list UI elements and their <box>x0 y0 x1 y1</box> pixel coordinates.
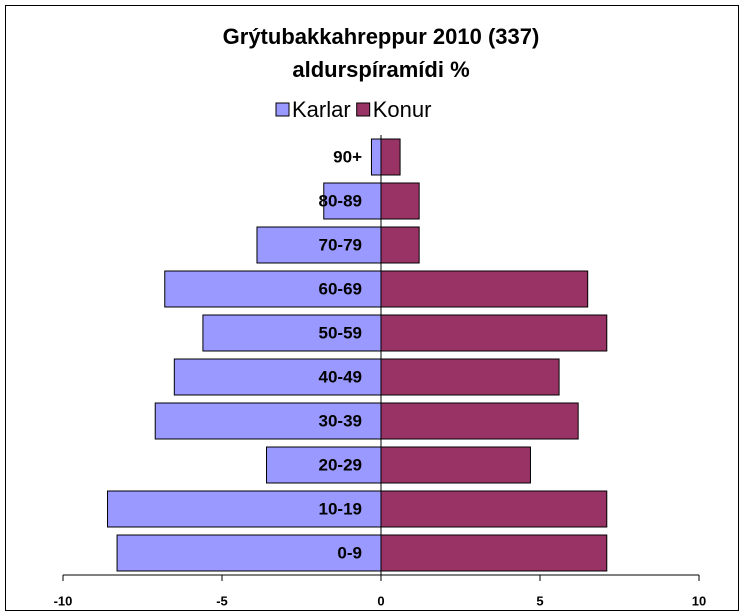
x-tick-label: -5 <box>216 593 228 608</box>
category-label: 0-9 <box>337 543 362 562</box>
bar <box>380 226 420 264</box>
bar <box>202 314 382 352</box>
bar <box>116 534 382 572</box>
bar <box>380 534 608 572</box>
x-tick-label: -10 <box>54 593 73 608</box>
category-label: 70-79 <box>319 235 362 254</box>
category-label: 40-49 <box>319 367 362 386</box>
x-tick-label: 5 <box>536 593 543 608</box>
category-label: 20-29 <box>319 455 362 474</box>
bar <box>380 182 420 220</box>
chart-title: Grýtubakkahreppur 2010 (337) <box>223 24 540 49</box>
legend-label: Karlar <box>292 97 351 122</box>
x-tick-label: 0 <box>377 593 384 608</box>
category-label: 30-39 <box>319 411 362 430</box>
bar <box>380 314 608 352</box>
legend-swatch <box>275 102 290 117</box>
legend-swatch <box>356 102 371 117</box>
bar <box>323 182 382 220</box>
bar <box>164 270 382 308</box>
bar <box>107 490 382 528</box>
bar <box>154 402 382 440</box>
category-label: 80-89 <box>319 191 362 210</box>
legend-label: Konur <box>373 97 432 122</box>
category-label: 10-19 <box>319 499 362 518</box>
x-tick-label: 10 <box>692 593 706 608</box>
bar <box>380 138 401 176</box>
bar <box>380 358 560 396</box>
bar <box>380 446 531 484</box>
bar <box>380 490 608 528</box>
bar <box>380 270 589 308</box>
bar <box>380 402 579 440</box>
category-label: 90+ <box>333 147 362 166</box>
bar <box>173 358 382 396</box>
chart-subtitle: aldurspíramídi % <box>292 57 469 82</box>
category-label: 50-59 <box>319 323 362 342</box>
category-label: 60-69 <box>319 279 362 298</box>
bar <box>370 138 382 176</box>
bar <box>256 226 382 264</box>
